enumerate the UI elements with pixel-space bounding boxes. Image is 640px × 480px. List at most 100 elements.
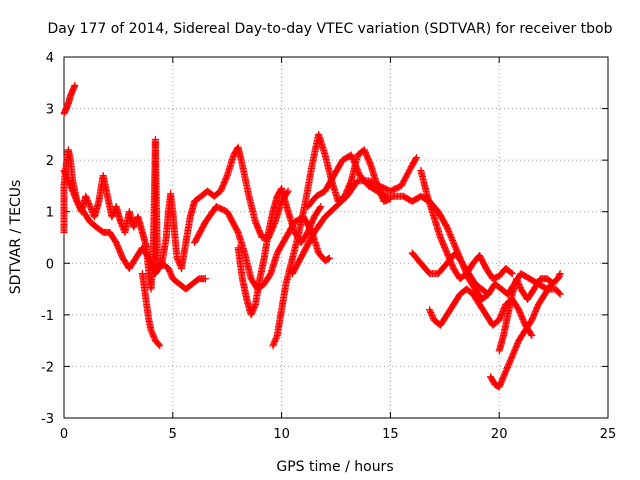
- data-point: [445, 229, 453, 237]
- data-point: [108, 211, 116, 219]
- data-point: [443, 223, 451, 231]
- x-tick-label: 0: [60, 427, 68, 442]
- data-point: [513, 275, 521, 283]
- data-point: [348, 152, 356, 160]
- series-track-9: [288, 154, 421, 278]
- data-points: [60, 81, 564, 391]
- data-point: [166, 267, 174, 275]
- data-point: [513, 276, 521, 284]
- data-point: [84, 197, 92, 205]
- series-track-3: [138, 270, 164, 350]
- data-point: [82, 194, 90, 202]
- data-point: [427, 309, 435, 317]
- x-tick-label: 20: [491, 427, 508, 442]
- data-point: [528, 331, 536, 339]
- data-point: [550, 280, 558, 288]
- y-tick-label: 2: [46, 154, 54, 169]
- data-point: [325, 254, 333, 262]
- data-point: [201, 275, 209, 283]
- y-tick-label: 4: [46, 51, 54, 66]
- y-tick-label: 3: [46, 103, 54, 118]
- series-track-4: [60, 166, 209, 293]
- data-point: [156, 342, 164, 350]
- data-point: [353, 166, 361, 174]
- y-tick-label: 1: [46, 206, 54, 221]
- y-tick-label: -1: [41, 309, 54, 324]
- data-point: [316, 204, 324, 212]
- data-point: [449, 236, 457, 244]
- data-point: [527, 330, 535, 338]
- data-point: [449, 238, 457, 246]
- data-point: [147, 326, 155, 334]
- data-point: [445, 228, 453, 236]
- data-point: [412, 155, 420, 163]
- data-point: [347, 151, 355, 159]
- data-point: [350, 157, 358, 165]
- data-point: [514, 279, 522, 287]
- data-point: [429, 313, 437, 321]
- data-point: [516, 282, 524, 290]
- data-point: [150, 334, 158, 342]
- data-point: [249, 306, 257, 314]
- data-point: [446, 231, 454, 239]
- data-point: [556, 290, 564, 298]
- data-point: [165, 266, 173, 274]
- data-point: [317, 203, 325, 211]
- chart-title: Day 177 of 2014, Sidereal Day-to-day VTE…: [47, 21, 612, 37]
- y-tick-label: 0: [46, 257, 54, 272]
- data-point: [271, 337, 279, 345]
- data-point: [348, 154, 356, 162]
- data-point: [413, 154, 421, 162]
- data-point: [555, 289, 563, 297]
- x-axis-label: GPS time / hours: [276, 459, 393, 475]
- data-point: [130, 223, 138, 231]
- data-point: [247, 311, 255, 319]
- plot-frame: [63, 56, 609, 419]
- data-point: [352, 161, 360, 169]
- series-track-2: [60, 136, 164, 293]
- data-point: [250, 303, 258, 311]
- data-point: [149, 331, 157, 339]
- data-point: [85, 200, 93, 208]
- data-point: [450, 239, 458, 247]
- series-track-8: [269, 130, 394, 350]
- data-point: [148, 329, 156, 337]
- data-point: [87, 204, 95, 212]
- y-tick-label: -2: [41, 360, 54, 375]
- series-track-12: [426, 285, 536, 339]
- data-point: [355, 169, 363, 177]
- data-point: [514, 278, 522, 286]
- data-point: [166, 269, 174, 277]
- x-tick-label: 25: [600, 427, 617, 442]
- data-point: [71, 81, 79, 89]
- data-point: [82, 192, 90, 200]
- data-point: [549, 279, 557, 287]
- data-point: [273, 333, 281, 341]
- grid: [64, 57, 608, 418]
- data-point: [426, 306, 434, 314]
- y-axis-label: SDTVAR / TECUs: [8, 180, 24, 295]
- data-point: [269, 342, 277, 350]
- data-point: [250, 305, 258, 313]
- data-point: [130, 222, 138, 230]
- data-point: [270, 339, 278, 347]
- data-point: [167, 270, 175, 278]
- data-point: [251, 302, 259, 310]
- data-point: [86, 203, 94, 211]
- data-point: [427, 310, 435, 318]
- data-point: [349, 155, 357, 163]
- data-point: [271, 336, 279, 344]
- data-point: [272, 334, 280, 342]
- data-point: [444, 225, 452, 233]
- series-track-15: [495, 275, 558, 355]
- data-point: [515, 281, 523, 289]
- data-point: [352, 163, 360, 171]
- data-point: [164, 264, 172, 272]
- y-tick-label: -3: [41, 412, 54, 427]
- data-point: [270, 340, 278, 348]
- ticks: 0 5 10 15 20 25 -3 -2 -1 0 1 2 3 4: [41, 51, 616, 442]
- data-point: [428, 312, 436, 320]
- data-point: [173, 254, 181, 262]
- data-point: [83, 195, 91, 203]
